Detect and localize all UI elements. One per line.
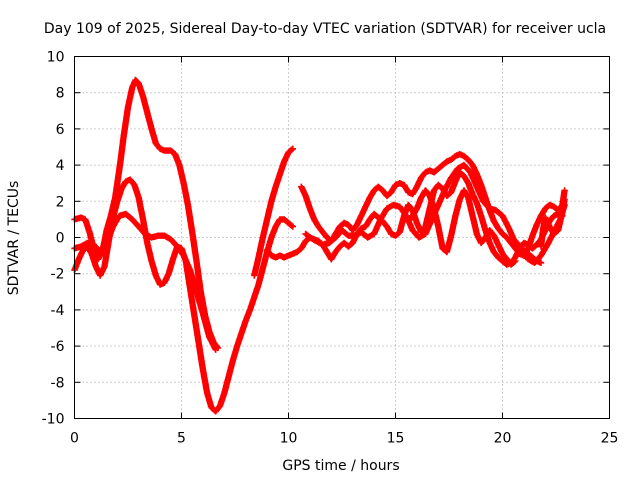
series-arc-b — [71, 176, 296, 415]
x-tick-label: 20 — [494, 431, 512, 447]
axis-ticks: -10 -8 -6 -4 -2 0 2 4 6 8 10 0 5 10 15 20 25 — [42, 50, 619, 447]
data-series — [71, 76, 568, 415]
y-tick-label: 6 — [56, 122, 65, 138]
y-tick-label: 10 — [47, 50, 65, 66]
chart-title: Day 109 of 2025, Sidereal Day-to-day VTE… — [44, 21, 606, 37]
y-tick-label: -6 — [51, 339, 65, 355]
y-tick-label: 0 — [56, 231, 65, 247]
y-tick-label: -2 — [51, 267, 65, 283]
y-tick-label: -8 — [51, 375, 65, 391]
y-tick-label: 8 — [56, 86, 65, 102]
series-arc-h — [405, 187, 519, 268]
y-tick-label: 4 — [56, 158, 65, 174]
x-tick-label: 0 — [70, 431, 79, 447]
y-tick-label: 2 — [56, 194, 65, 210]
series-arc-i — [512, 237, 545, 266]
x-tick-label: 15 — [387, 431, 405, 447]
series-arc-j — [537, 196, 568, 250]
y-tick-label: -4 — [51, 303, 65, 319]
y-axis-label: SDTVAR / TECUs — [6, 181, 22, 296]
y-tick-label: -10 — [42, 412, 65, 428]
x-tick-label: 5 — [177, 431, 186, 447]
x-tick-label: 10 — [280, 431, 298, 447]
x-tick-label: 25 — [601, 431, 619, 447]
x-axis-label: GPS time / hours — [282, 458, 399, 474]
plot-frame — [74, 56, 610, 419]
series-arc-d — [251, 145, 296, 279]
